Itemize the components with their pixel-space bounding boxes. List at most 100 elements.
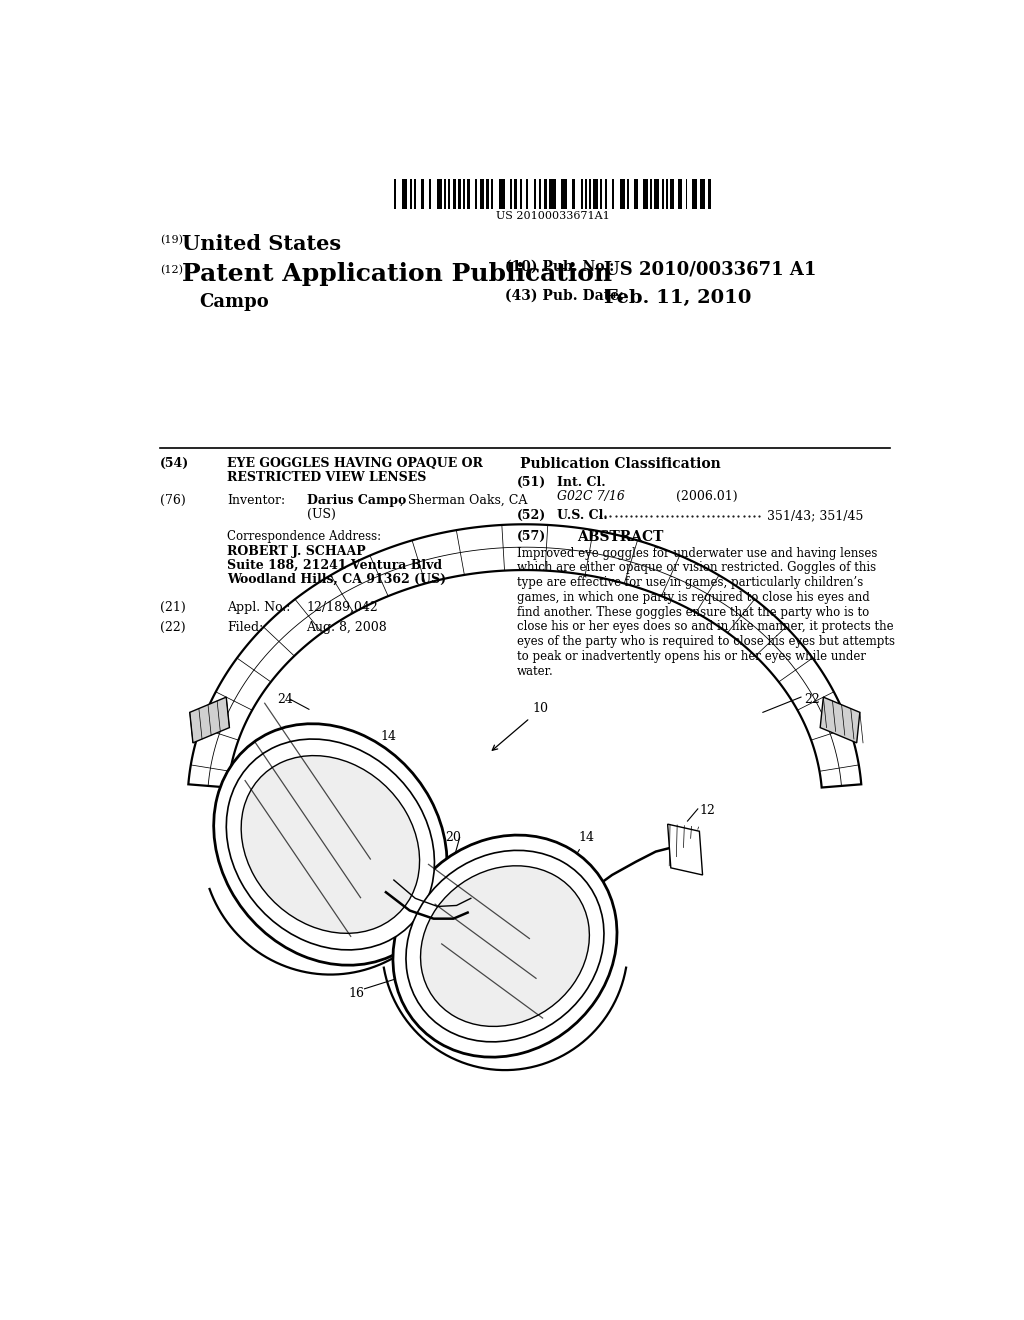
Ellipse shape [393, 836, 617, 1057]
Text: Correspondence Address:: Correspondence Address: [227, 531, 381, 544]
Text: RESTRICTED VIEW LENSES: RESTRICTED VIEW LENSES [227, 471, 427, 484]
Text: EYE GOGGLES HAVING OPAQUE OR: EYE GOGGLES HAVING OPAQUE OR [227, 457, 483, 470]
Bar [443, 178, 445, 210]
Bar [709, 178, 712, 210]
Bar [414, 178, 416, 210]
Polygon shape [188, 524, 861, 788]
Text: (52): (52) [517, 510, 546, 521]
Bar [620, 178, 625, 210]
Bar [627, 178, 629, 210]
Text: 22: 22 [804, 693, 820, 706]
Text: Woodland Hills, CA 91362 (US): Woodland Hills, CA 91362 (US) [227, 573, 446, 586]
Bar [421, 178, 424, 210]
Bar [550, 178, 556, 210]
Bar [525, 178, 527, 210]
Text: Inventor:: Inventor: [227, 494, 286, 507]
Bar [485, 178, 488, 210]
Text: United States: United States [182, 234, 341, 253]
Bar [589, 178, 591, 210]
Text: (22): (22) [160, 620, 185, 634]
Bar [458, 178, 462, 210]
Text: (12): (12) [160, 265, 182, 276]
Ellipse shape [406, 850, 604, 1041]
Text: Publication Classification: Publication Classification [519, 457, 721, 471]
Text: G02C 7/16: G02C 7/16 [557, 490, 625, 503]
Text: find another. These goggles ensure that the party who is to: find another. These goggles ensure that … [517, 606, 869, 619]
Ellipse shape [421, 866, 590, 1027]
Text: (US): (US) [306, 508, 336, 521]
Text: 12: 12 [699, 804, 716, 817]
Bar [534, 178, 536, 210]
Text: (2006.01): (2006.01) [676, 490, 737, 503]
Bar [510, 178, 512, 210]
Text: games, in which one party is required to close his eyes and: games, in which one party is required to… [517, 591, 869, 603]
Ellipse shape [214, 723, 447, 965]
Text: Suite 188, 21241 Ventura Blvd: Suite 188, 21241 Ventura Blvd [227, 558, 442, 572]
Ellipse shape [226, 739, 434, 950]
Bar [429, 178, 431, 210]
Text: 14: 14 [337, 730, 396, 768]
Polygon shape [820, 697, 860, 743]
Text: (51): (51) [517, 475, 546, 488]
Text: 10: 10 [493, 702, 549, 750]
Text: which are either opaque or vision restricted. Goggles of this: which are either opaque or vision restri… [517, 561, 876, 574]
Text: Filed:: Filed: [227, 620, 263, 634]
Bar [700, 178, 705, 210]
Bar [467, 178, 470, 210]
Bar [544, 178, 548, 210]
Text: 24: 24 [278, 693, 293, 706]
Text: close his or her eyes does so and in like manner, it protects the: close his or her eyes does so and in lik… [517, 620, 894, 634]
Bar [411, 178, 412, 210]
Bar [490, 178, 493, 210]
Polygon shape [189, 697, 229, 743]
Text: (54): (54) [160, 457, 189, 470]
Text: 14: 14 [564, 832, 595, 874]
Text: Int. Cl.: Int. Cl. [557, 475, 605, 488]
Bar [670, 178, 675, 210]
Bar [499, 178, 506, 210]
Text: type are effective for use in games, particularly children’s: type are effective for use in games, par… [517, 576, 863, 589]
Bar [571, 178, 574, 210]
Bar [634, 178, 638, 210]
Bar [453, 178, 456, 210]
Text: to peak or inadvertently opens his or her eyes while under: to peak or inadvertently opens his or he… [517, 649, 866, 663]
Bar [605, 178, 607, 210]
Bar [560, 178, 567, 210]
Bar [593, 178, 598, 210]
Text: water.: water. [517, 664, 554, 677]
Text: Campo: Campo [200, 293, 269, 310]
Text: Aug. 8, 2008: Aug. 8, 2008 [306, 620, 387, 634]
Bar [662, 178, 664, 210]
Text: Darius Campo: Darius Campo [306, 494, 406, 507]
Text: eyes of the party who is required to close his eyes but attempts: eyes of the party who is required to clo… [517, 635, 895, 648]
Text: (21): (21) [160, 601, 185, 614]
Bar [650, 178, 651, 210]
Bar [394, 178, 396, 210]
Text: Feb. 11, 2010: Feb. 11, 2010 [604, 289, 752, 306]
Bar [463, 178, 465, 210]
Bar [685, 178, 687, 210]
Text: US 20100033671A1: US 20100033671A1 [496, 211, 609, 222]
Bar [692, 178, 697, 210]
Bar [600, 178, 602, 210]
Ellipse shape [242, 755, 420, 933]
Text: ABSTRACT: ABSTRACT [577, 531, 664, 544]
Bar [678, 178, 682, 210]
Text: 12/189,042: 12/189,042 [306, 601, 378, 614]
Polygon shape [668, 824, 702, 875]
Text: Appl. No.:: Appl. No.: [227, 601, 291, 614]
Text: (76): (76) [160, 494, 185, 507]
Text: (57): (57) [517, 531, 546, 544]
Bar [666, 178, 668, 210]
Text: ROBERT J. SCHAAP: ROBERT J. SCHAAP [227, 545, 366, 557]
Bar [520, 178, 522, 210]
Text: 16: 16 [223, 866, 240, 878]
Bar [447, 178, 450, 210]
Bar [514, 178, 517, 210]
Bar [643, 178, 648, 210]
Text: (10) Pub. No.:: (10) Pub. No.: [505, 260, 614, 275]
Bar [611, 178, 613, 210]
Bar [585, 178, 587, 210]
Text: (19): (19) [160, 235, 182, 246]
Text: US 2010/0033671 A1: US 2010/0033671 A1 [604, 260, 816, 279]
